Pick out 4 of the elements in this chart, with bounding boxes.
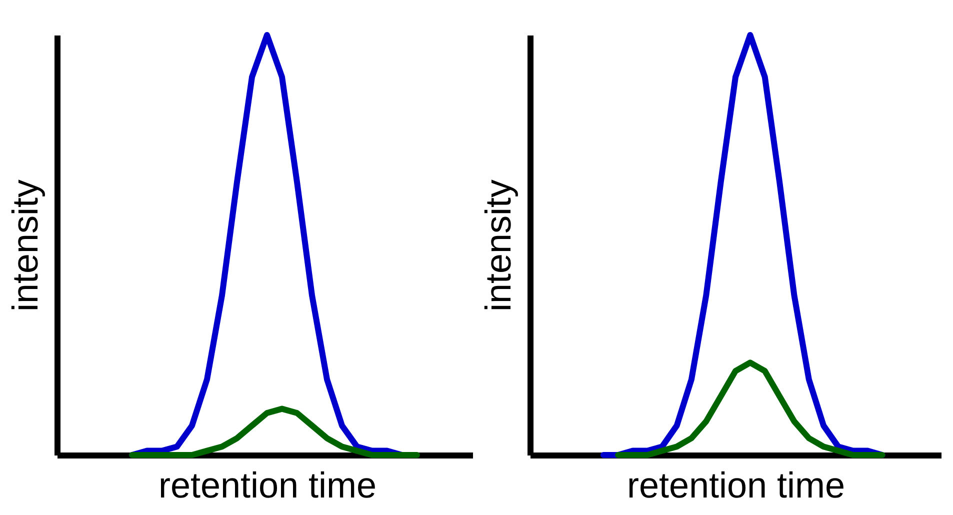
x-axis-title: retention time: [158, 464, 377, 506]
y-axis-title: intensity: [478, 179, 518, 312]
y-axis-title: intensity: [4, 179, 46, 312]
x-axis-title: retention time: [626, 464, 846, 506]
